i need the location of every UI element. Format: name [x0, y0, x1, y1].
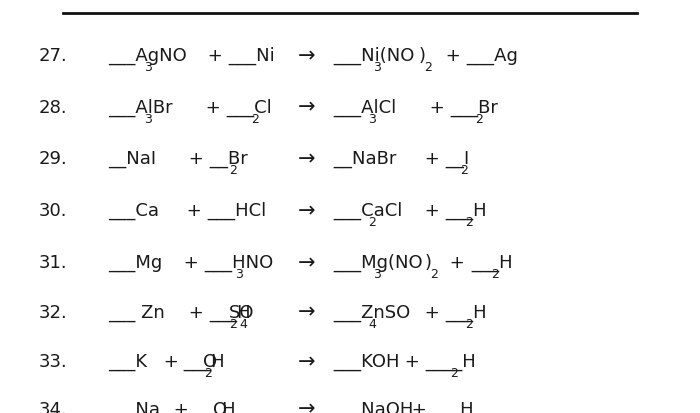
Text: ___H: ___H — [466, 253, 512, 271]
Text: ___H: ___H — [189, 400, 236, 413]
Text: 2: 2 — [450, 366, 458, 380]
Text: 27.: 27. — [38, 47, 67, 65]
Text: ___HCl: ___HCl — [202, 202, 266, 220]
Text: 2: 2 — [465, 216, 472, 229]
Text: 34.: 34. — [38, 400, 67, 413]
Text: +: + — [444, 253, 466, 271]
Text: →: → — [298, 399, 315, 413]
Text: →: → — [298, 201, 315, 221]
Text: ): ) — [419, 47, 426, 65]
Text: ___NaOH: ___NaOH — [328, 400, 413, 413]
Text: →: → — [298, 302, 315, 322]
Text: ___H: ___H — [178, 352, 225, 370]
Text: 3: 3 — [373, 267, 381, 280]
Text: ___Ni: ___Ni — [223, 47, 274, 65]
Text: +: + — [181, 202, 202, 220]
Text: ___H: ___H — [440, 303, 486, 321]
Text: 3: 3 — [144, 61, 152, 74]
Text: →: → — [298, 46, 315, 66]
Text: 4: 4 — [368, 317, 376, 330]
Text: +: + — [158, 352, 178, 370]
Text: 2: 2 — [230, 317, 237, 330]
Text: ___AlBr: ___AlBr — [108, 98, 173, 116]
Text: ___Mg(NO: ___Mg(NO — [328, 253, 422, 271]
Text: +: + — [183, 150, 204, 168]
Text: ___ Zn: ___ Zn — [108, 303, 165, 321]
Text: 2: 2 — [460, 164, 468, 177]
Text: ___Br: ___Br — [445, 98, 498, 116]
Text: +: + — [440, 47, 461, 65]
Text: ___Mg: ___Mg — [108, 253, 162, 271]
Text: ___Ca: ___Ca — [108, 202, 160, 220]
Text: ): ) — [425, 253, 432, 271]
Text: +: + — [183, 303, 204, 321]
Text: __NaI: __NaI — [108, 150, 157, 168]
Text: 2: 2 — [251, 112, 259, 126]
Text: ___H: ___H — [440, 202, 486, 220]
Text: 3: 3 — [373, 61, 381, 74]
Text: O: O — [203, 352, 217, 370]
Text: O: O — [214, 400, 228, 413]
Text: SO: SO — [229, 303, 254, 321]
Text: 2: 2 — [491, 267, 498, 280]
Text: 3: 3 — [234, 267, 243, 280]
Text: +: + — [419, 303, 440, 321]
Text: ___Cl: ___Cl — [221, 98, 272, 116]
Text: 2: 2 — [424, 61, 431, 74]
Text: +: + — [424, 98, 445, 116]
Text: 2: 2 — [204, 366, 211, 380]
Text: ___K: ___K — [108, 352, 148, 370]
Text: 32.: 32. — [38, 303, 67, 321]
Text: ___KOH: ___KOH — [328, 352, 399, 370]
Text: ___AlCl: ___AlCl — [328, 98, 396, 116]
Text: +: + — [406, 400, 427, 413]
Text: →: → — [298, 149, 315, 169]
Text: 30.: 30. — [38, 202, 67, 220]
Text: ___CaCl: ___CaCl — [328, 202, 402, 220]
Text: 2: 2 — [475, 112, 483, 126]
Text: __NaBr: __NaBr — [328, 150, 396, 168]
Text: →: → — [298, 97, 315, 117]
Text: +: + — [419, 150, 440, 168]
Text: ____H: ____H — [420, 352, 476, 370]
Text: +: + — [178, 253, 199, 271]
Text: 2: 2 — [230, 164, 237, 177]
Text: __Br: __Br — [204, 150, 248, 168]
Text: ___Ag: ___Ag — [461, 47, 517, 65]
Text: +: + — [168, 400, 189, 413]
Text: ___Na: ___Na — [108, 400, 160, 413]
Text: 3: 3 — [368, 112, 376, 126]
Text: 3: 3 — [144, 112, 152, 126]
Text: 31.: 31. — [38, 253, 67, 271]
Text: 2: 2 — [465, 317, 472, 330]
Text: 28.: 28. — [38, 98, 67, 116]
Text: +: + — [399, 352, 420, 370]
Text: →: → — [298, 351, 315, 371]
Text: ___AgNO: ___AgNO — [108, 47, 188, 65]
Text: ___H: ___H — [204, 303, 251, 321]
Text: ___ZnSO: ___ZnSO — [328, 303, 410, 321]
Text: 2: 2 — [368, 216, 376, 229]
Text: 4: 4 — [239, 317, 247, 330]
Text: ___HNO: ___HNO — [199, 253, 274, 271]
Text: ___Ni(NO: ___Ni(NO — [328, 47, 414, 65]
Text: 2: 2 — [430, 267, 438, 280]
Text: →: → — [298, 252, 315, 272]
Text: ___H: ___H — [427, 400, 474, 413]
Text: 33.: 33. — [38, 352, 67, 370]
Text: +: + — [419, 202, 440, 220]
Text: __I: __I — [440, 150, 469, 168]
Text: +: + — [202, 47, 223, 65]
Text: +: + — [200, 98, 221, 116]
Text: 29.: 29. — [38, 150, 67, 168]
